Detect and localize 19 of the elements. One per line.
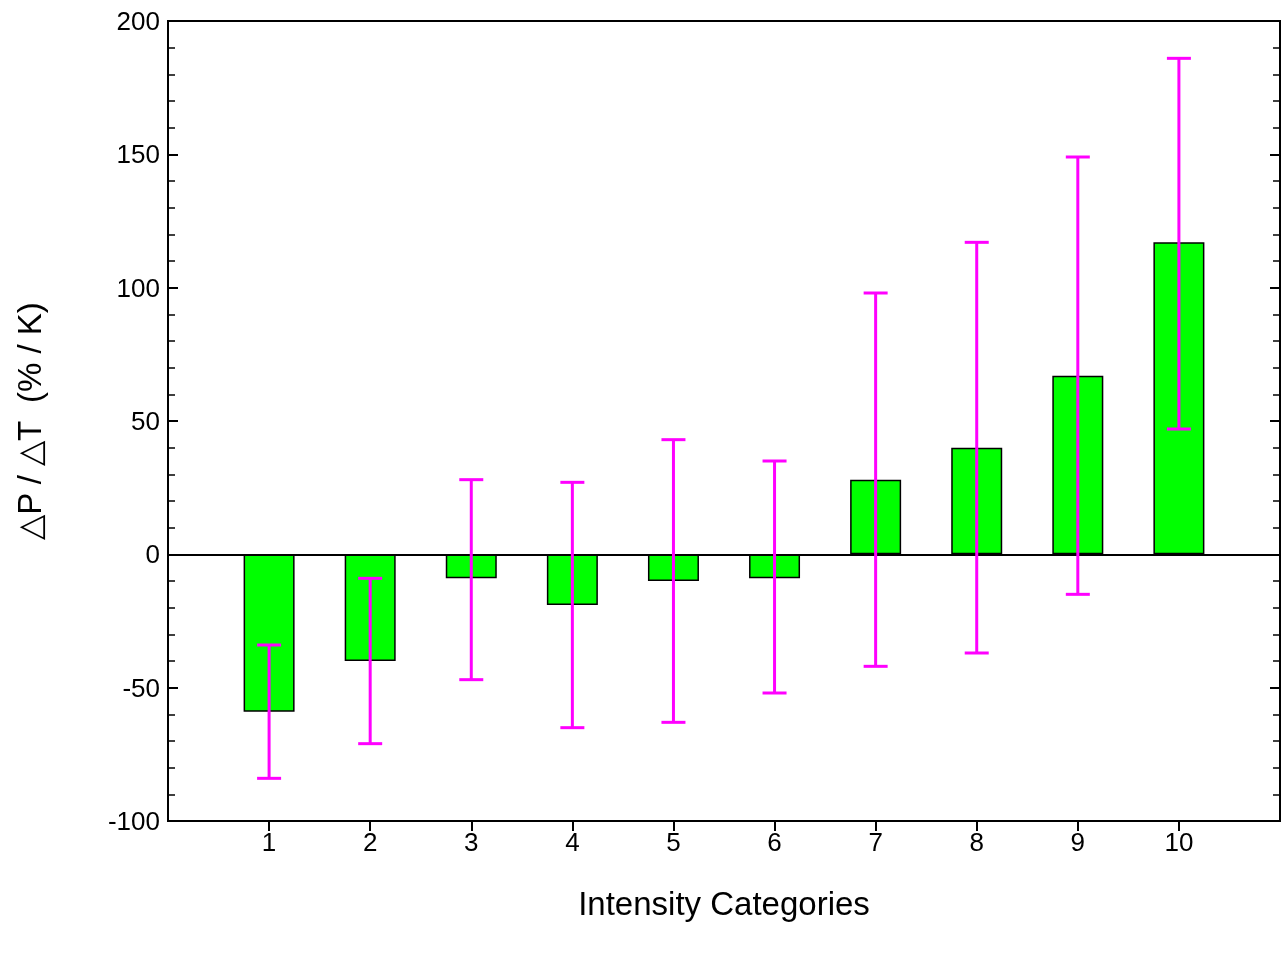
y-axis-title: △P / △T (% / K) xyxy=(11,302,48,540)
x-tick-label: 5 xyxy=(666,827,681,857)
x-tick-label: 10 xyxy=(1164,827,1194,857)
x-tick-label: 4 xyxy=(565,827,580,857)
x-tick-label: 3 xyxy=(464,827,479,857)
x-axis-title: Intensity Categories xyxy=(578,885,870,922)
x-tick-label: 9 xyxy=(1070,827,1086,857)
x-tick-label: 8 xyxy=(969,827,984,857)
y-tick-label: 50 xyxy=(131,406,160,436)
y-tick-label: 200 xyxy=(116,6,160,36)
y-tick-label: -50 xyxy=(122,672,160,703)
x-tick-label: 2 xyxy=(362,827,378,857)
x-tick-label: 1 xyxy=(261,827,277,857)
y-tick-label: 100 xyxy=(116,272,160,303)
y-tick-label: 0 xyxy=(145,539,160,570)
x-tick-label: 6 xyxy=(767,827,782,857)
y-tick-label: -100 xyxy=(107,806,160,836)
x-tick-label: 7 xyxy=(868,827,883,857)
y-tick-label: 150 xyxy=(116,139,160,170)
